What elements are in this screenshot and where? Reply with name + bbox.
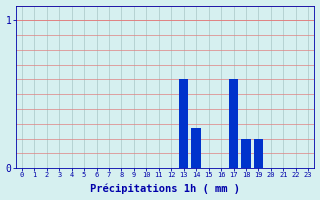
Bar — [191, 128, 201, 168]
Bar — [241, 139, 251, 168]
X-axis label: Précipitations 1h ( mm ): Précipitations 1h ( mm ) — [90, 184, 240, 194]
Bar — [179, 79, 188, 168]
Bar — [254, 139, 263, 168]
Bar — [229, 79, 238, 168]
